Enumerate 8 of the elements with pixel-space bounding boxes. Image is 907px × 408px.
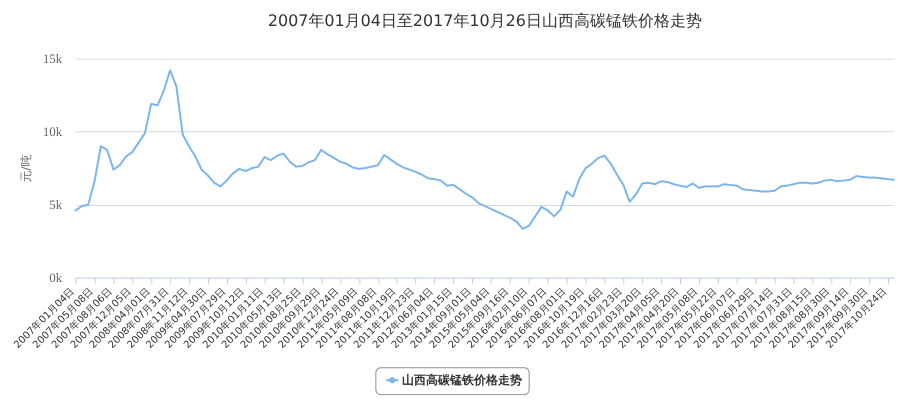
y-tick-label: 0k [49, 270, 63, 286]
y-tick-label: 10k [42, 124, 63, 140]
y-tick-label: 5k [49, 197, 63, 212]
legend-label: 山西高碳锰铁价格走势 [402, 373, 522, 388]
y-tick-label: 15k [42, 51, 63, 66]
y-axis-title: 元/吨 [18, 154, 33, 183]
line-series [74, 69, 896, 230]
chart-title: 2007年01月04日至2017年10月26日山西高碳锰铁价格走势 [268, 10, 702, 30]
